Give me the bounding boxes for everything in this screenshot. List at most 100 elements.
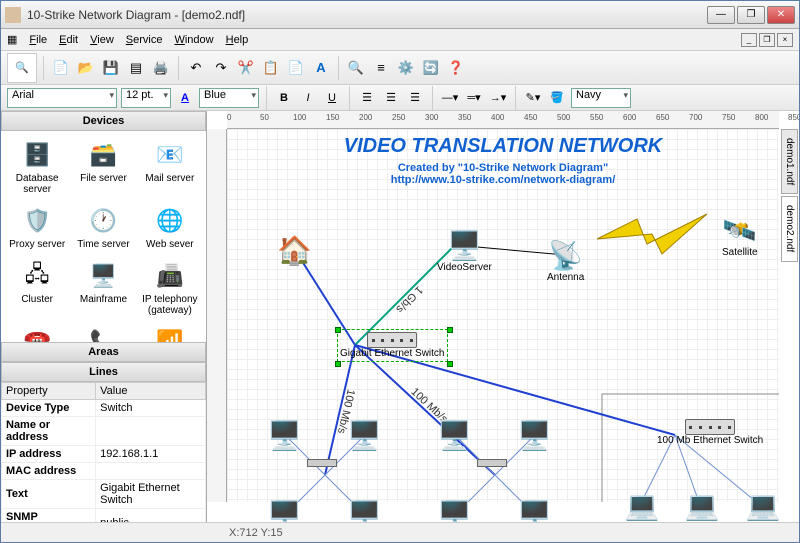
titlebar[interactable]: 10-Strike Network Diagram - [demo2.ndf] … — [1, 1, 799, 29]
menu-view[interactable]: View — [90, 34, 114, 46]
device-item[interactable]: 🗃️File server — [71, 135, 135, 199]
node-pc2d[interactable]: 🖥️ — [517, 499, 552, 522]
device-item[interactable]: 🖥️Mainframe — [71, 256, 135, 320]
property-row[interactable]: Device TypeSwitch — [2, 400, 206, 417]
node-pc2a[interactable]: 🖥️ — [437, 419, 472, 452]
node-icon: 🖥️ — [347, 499, 382, 522]
node-antenna[interactable]: 📡Antenna — [547, 239, 584, 283]
device-item[interactable]: 📶ADSL modem — [138, 322, 202, 342]
help-button[interactable]: ❓ — [445, 57, 467, 79]
line-style-button[interactable]: —▾ — [440, 88, 460, 108]
menu-window[interactable]: Window — [174, 34, 213, 46]
fill-color-combo[interactable]: Navy — [571, 88, 631, 108]
menu-file[interactable]: File — [29, 34, 47, 46]
align-center-button[interactable]: ☰ — [381, 88, 401, 108]
device-item[interactable]: 📞IP telephony (phone2) — [71, 322, 135, 342]
mdi-minimize[interactable]: _ — [741, 33, 757, 47]
font-color-combo[interactable]: Blue — [199, 88, 259, 108]
property-row[interactable]: IP address192.168.1.1 — [2, 446, 206, 463]
export-button[interactable]: ▤ — [125, 57, 147, 79]
node-c1[interactable]: 💻Client (1) — [622, 489, 663, 522]
node-c2[interactable]: 💻Client (2) — [682, 489, 723, 522]
node-pc1a[interactable]: 🖥️ — [267, 419, 302, 452]
device-icon: 🗃️ — [87, 139, 119, 171]
node-satellite[interactable]: 🛰️Satellite — [722, 214, 758, 258]
node-cn[interactable]: 💻Client (N) — [742, 489, 784, 522]
mdi-close[interactable]: × — [777, 33, 793, 47]
property-row[interactable]: TextGigabit Ethernet Switch — [2, 480, 206, 509]
device-item[interactable]: 📠IP telephony (gateway) — [138, 256, 202, 320]
node-pc1c[interactable]: 🖥️ — [267, 499, 302, 522]
menu-edit[interactable]: Edit — [59, 34, 78, 46]
device-item[interactable]: 🗄️Database server — [5, 135, 69, 199]
close-button[interactable]: ✕ — [767, 6, 795, 24]
diagram-canvas[interactable]: 1 Gb/s100 Mb/s100 Mb/s VIDEO TRANSLATION… — [227, 129, 779, 502]
node-pc1b[interactable]: 🖥️ — [347, 419, 382, 452]
device-item[interactable]: 🖧Cluster — [5, 256, 69, 320]
italic-button[interactable]: I — [298, 88, 318, 108]
node-house[interactable]: 🏠 — [277, 234, 312, 267]
align-right-button[interactable]: ☰ — [405, 88, 425, 108]
minimize-button[interactable]: — — [707, 6, 735, 24]
menu-help[interactable]: Help — [226, 34, 249, 46]
canvas-area: 0501001502002503003504004505005506006507… — [207, 111, 799, 522]
device-icon: 🗄️ — [21, 139, 53, 171]
node-switch2[interactable]: 100 Mb Ethernet Switch — [657, 419, 763, 446]
device-item[interactable]: 📧Mail server — [138, 135, 202, 199]
devices-header[interactable]: Devices — [1, 111, 206, 131]
tab-demo2[interactable]: demo2.ndf — [781, 196, 798, 261]
undo-button[interactable]: ↶ — [185, 57, 207, 79]
device-item[interactable]: 🌐Web sever — [138, 201, 202, 254]
line-weight-button[interactable]: ═▾ — [464, 88, 484, 108]
property-row[interactable]: Name or address — [2, 417, 206, 446]
node-switch[interactable]: Gigabit Ethernet Switch — [337, 329, 448, 362]
new-button[interactable]: 📄 — [50, 57, 72, 79]
font-color-button[interactable]: A — [175, 88, 195, 108]
underline-button[interactable]: U — [322, 88, 342, 108]
size-combo[interactable]: 12 pt. — [121, 88, 171, 108]
cut-button[interactable]: ✂️ — [235, 57, 257, 79]
property-grid[interactable]: PropertyValue Device TypeSwitchName or a… — [1, 382, 206, 522]
font-combo[interactable]: Arial — [7, 88, 117, 108]
property-row[interactable]: SNMP communitypublic — [2, 509, 206, 523]
refresh-button[interactable]: 🔄 — [420, 57, 442, 79]
align-left-button[interactable]: ☰ — [357, 88, 377, 108]
menu-service[interactable]: Service — [126, 34, 163, 46]
node-icon: 💻 — [746, 489, 781, 522]
device-item[interactable]: 🛡️Proxy server — [5, 201, 69, 254]
node-pc2c[interactable]: 🖥️ — [437, 499, 472, 522]
print-button[interactable]: 🖨️ — [150, 57, 172, 79]
open-button[interactable]: 📂 — [75, 57, 97, 79]
node-videoserver[interactable]: 🖥️VideoServer — [437, 229, 492, 273]
left-panel: Devices 🗄️Database server🗃️File server📧M… — [1, 111, 207, 522]
bold-button[interactable]: B — [274, 88, 294, 108]
lines-header[interactable]: Lines — [1, 362, 206, 382]
fill-button[interactable]: 🪣 — [547, 88, 567, 108]
copy-button[interactable]: 📋 — [260, 57, 282, 79]
paste-button[interactable]: 📄 — [285, 57, 307, 79]
maximize-button[interactable]: ❐ — [737, 6, 765, 24]
settings-button[interactable]: ⚙️ — [395, 57, 417, 79]
line-color-button[interactable]: ✎▾ — [523, 88, 543, 108]
tab-demo1[interactable]: demo1.ndf — [781, 129, 798, 194]
zoom-button[interactable]: 🔍 — [345, 57, 367, 79]
areas-header[interactable]: Areas — [1, 342, 206, 362]
property-row[interactable]: MAC address — [2, 463, 206, 480]
redo-button[interactable]: ↷ — [210, 57, 232, 79]
device-item[interactable]: 🕐Time server — [71, 201, 135, 254]
node-hub1[interactable] — [307, 459, 337, 467]
device-label: Time server — [77, 239, 129, 250]
mdi-restore[interactable]: ❐ — [759, 33, 775, 47]
node-pc1d[interactable]: 🖥️ — [347, 499, 382, 522]
scan-wizard-button[interactable]: 🔍 — [7, 53, 37, 83]
arrow-button[interactable]: →▾ — [488, 88, 508, 108]
device-item[interactable]: ☎️IP telephony (phone1) — [5, 322, 69, 342]
text-tool-button[interactable]: A — [310, 57, 332, 79]
layers-button[interactable]: ≡ — [370, 57, 392, 79]
node-icon: 🖥️ — [347, 419, 382, 452]
app-menu-icon[interactable]: ▦ — [7, 33, 17, 46]
save-button[interactable]: 💾 — [100, 57, 122, 79]
node-hub2[interactable] — [477, 459, 507, 467]
node-icon: 🖥️ — [517, 419, 552, 452]
node-pc2b[interactable]: 🖥️ — [517, 419, 552, 452]
